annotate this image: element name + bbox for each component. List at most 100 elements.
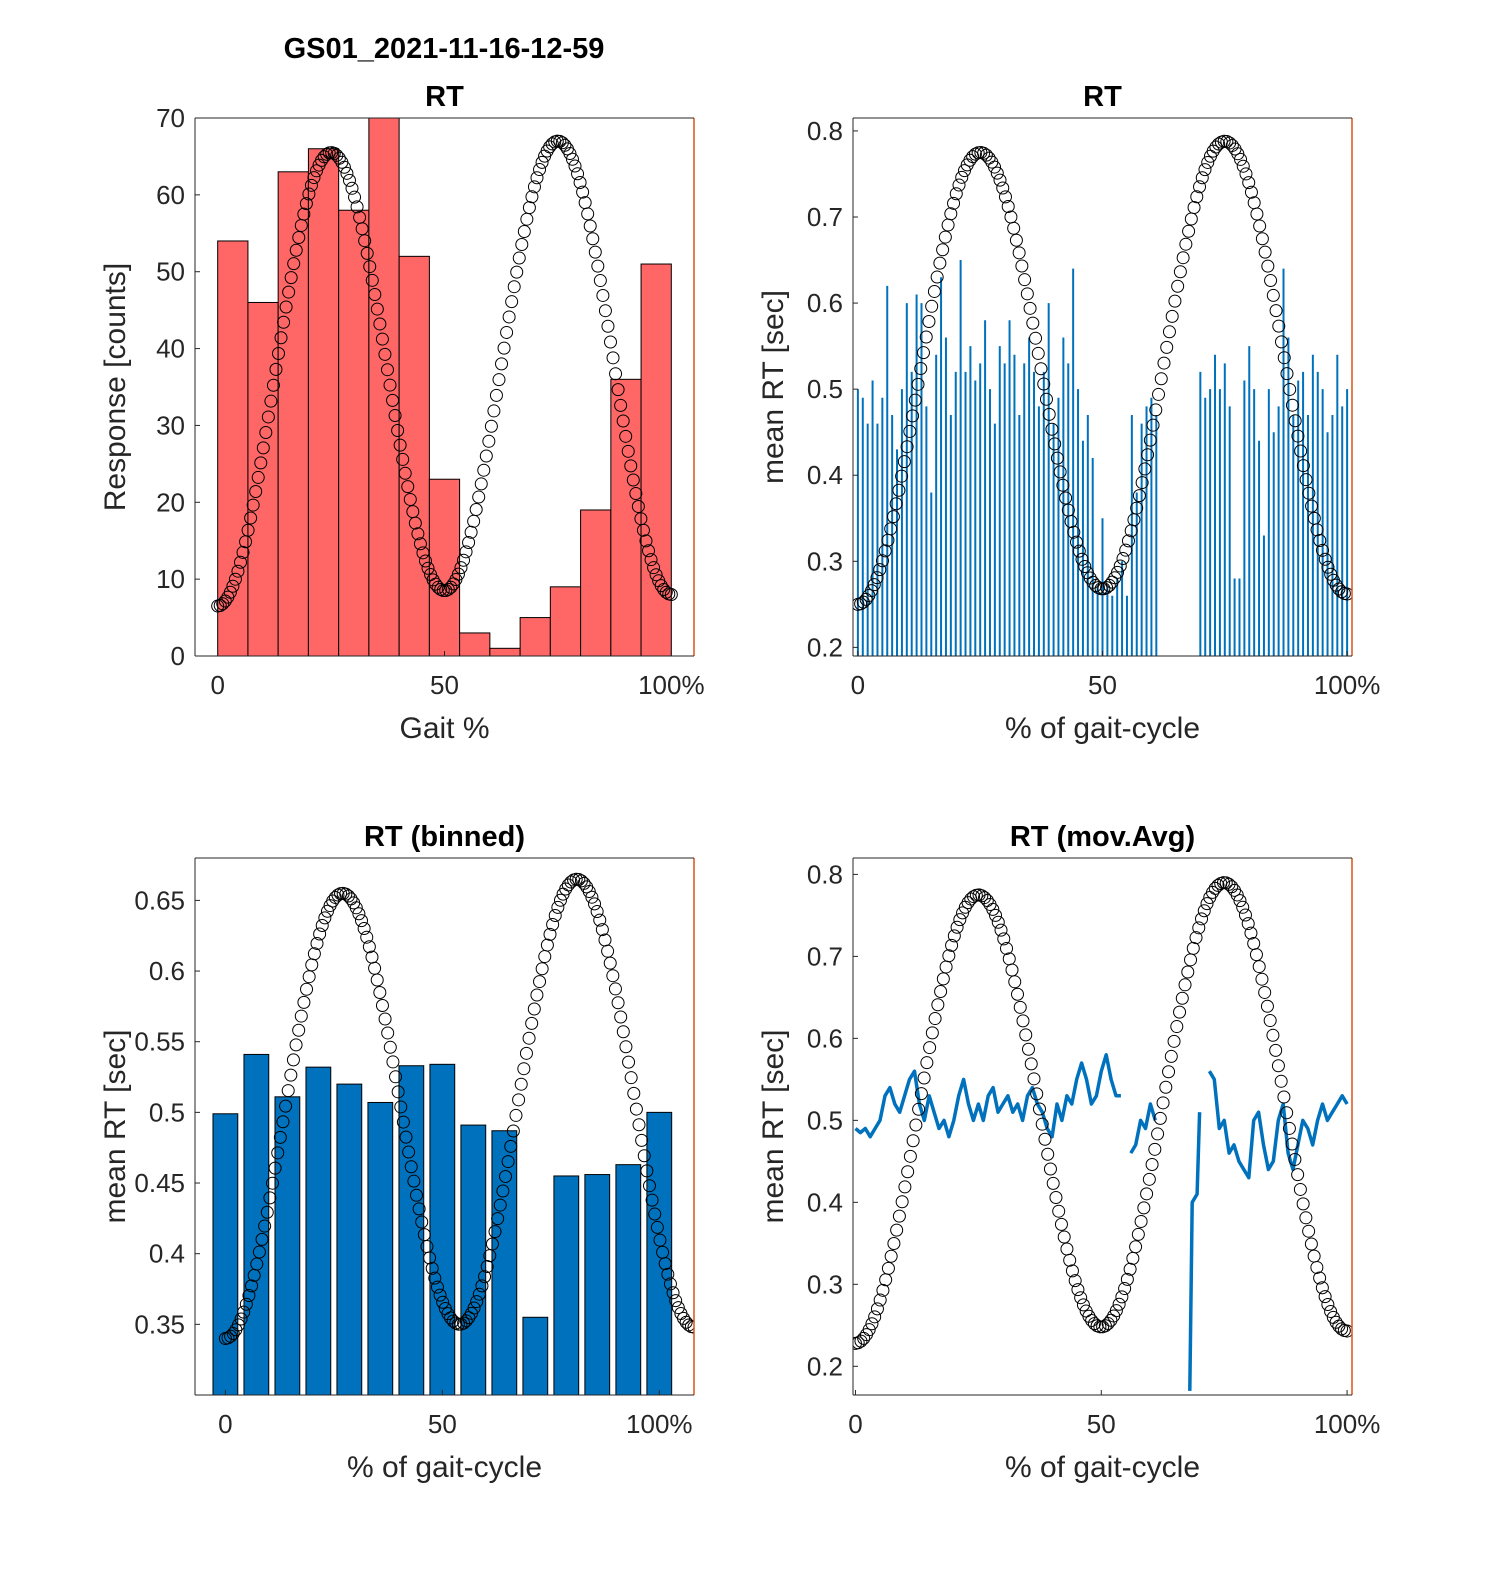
overlay-marker xyxy=(645,1193,659,1207)
overlay-marker xyxy=(919,330,933,344)
overlay-marker xyxy=(1016,1014,1030,1028)
overlay-marker xyxy=(593,913,607,927)
overlay-marker xyxy=(1027,1072,1041,1086)
overlay-marker xyxy=(1035,1117,1049,1131)
overlay-marker xyxy=(416,546,430,560)
overlay-marker xyxy=(239,1297,253,1311)
overlay-marker xyxy=(423,1251,437,1265)
overlay-marker xyxy=(402,1145,416,1159)
overlay-marker xyxy=(362,940,376,954)
overlay-marker xyxy=(259,426,273,440)
overlay-marker xyxy=(1269,1043,1283,1057)
overlay-marker xyxy=(363,260,377,274)
overlay-marker xyxy=(396,452,410,466)
overlay-marker xyxy=(497,341,511,355)
overlay-marker xyxy=(413,537,427,551)
overlay-marker xyxy=(942,949,956,963)
overlay-marker xyxy=(1255,972,1269,986)
overlay-marker xyxy=(1187,200,1201,214)
overlay-marker xyxy=(489,388,503,402)
chart-panel-rt-moving-average: 0.2 0.3 0.4 0.5 0.6 0.7 0.8 0 50 100% RT (mov.Avg)… xyxy=(757,821,1380,1484)
x-tick-label: 50 xyxy=(1088,670,1117,700)
overlay-marker xyxy=(370,302,384,316)
overlay-marker xyxy=(551,900,565,914)
y-tick-label: 70 xyxy=(156,103,185,133)
y-tick-label: 0.5 xyxy=(807,374,843,404)
overlay-marker xyxy=(1113,559,1127,573)
overlay-marker xyxy=(339,887,353,901)
overlay-marker xyxy=(459,1314,473,1328)
overlay-marker xyxy=(944,207,958,221)
overlay-marker xyxy=(274,331,288,345)
overlay-marker xyxy=(517,225,531,239)
overlay-marker xyxy=(281,1084,295,1098)
overlay-marker xyxy=(900,440,914,454)
overlay-marker xyxy=(1038,1132,1052,1146)
overlay-marker xyxy=(425,1261,439,1275)
histogram-bar xyxy=(338,209,370,656)
overlay-marker xyxy=(261,410,275,424)
overlay-marker xyxy=(1056,478,1070,492)
overlay-marker xyxy=(968,147,982,161)
binned-bar xyxy=(646,1111,673,1395)
overlay-marker xyxy=(1288,414,1302,428)
histogram-bar xyxy=(307,148,340,656)
histogram-bar xyxy=(489,647,521,656)
overlay-marker xyxy=(654,579,668,593)
overlay-marker xyxy=(639,534,653,548)
overlay-marker xyxy=(320,147,334,161)
chart-title: RT (mov.Avg) xyxy=(1010,821,1195,853)
overlay-marker xyxy=(931,998,945,1012)
overlay-marker xyxy=(601,319,615,333)
y-tick-label: 50 xyxy=(156,257,185,287)
overlay-marker xyxy=(1149,403,1163,417)
y-tick-label: 0.5 xyxy=(149,1097,185,1127)
x-tick-label: 100% xyxy=(638,670,705,700)
y-tick-label: 0.8 xyxy=(807,859,843,889)
overlay-marker xyxy=(341,889,355,903)
overlay-marker xyxy=(472,490,486,504)
y-axis-label: mean RT [sec] xyxy=(757,290,790,484)
overlay-marker xyxy=(370,973,384,987)
overlay-marker xyxy=(430,1280,444,1294)
overlay-marker xyxy=(231,1318,245,1332)
x-tick-label: 100% xyxy=(1314,670,1381,700)
overlay-marker xyxy=(616,414,630,428)
y-tick-label: 0.6 xyxy=(807,1023,843,1053)
x-tick-label: 100% xyxy=(626,1409,693,1439)
overlay-marker xyxy=(310,936,324,950)
overlay-marker xyxy=(1049,1191,1063,1205)
overlay-marker xyxy=(399,1130,413,1144)
overlay-marker xyxy=(624,459,638,473)
overlay-marker xyxy=(671,1301,685,1315)
overlay-marker xyxy=(1230,888,1244,902)
overlay-marker xyxy=(947,196,961,210)
overlay-marker xyxy=(1118,1282,1132,1296)
overlay-marker xyxy=(947,929,961,943)
overlay-marker xyxy=(1115,1290,1129,1304)
overlay-marker xyxy=(233,555,247,569)
overlay-marker xyxy=(477,463,491,477)
overlay-marker xyxy=(505,295,519,309)
overlay-marker xyxy=(1021,1042,1035,1056)
overlay-marker xyxy=(1258,985,1272,999)
overlay-marker xyxy=(1141,448,1155,462)
overlay-marker xyxy=(1340,1324,1352,1338)
overlay-marker xyxy=(469,503,483,517)
histogram-bar xyxy=(398,255,430,656)
overlay-marker xyxy=(213,598,227,612)
binned-bar xyxy=(615,1164,642,1395)
overlay-marker xyxy=(933,256,947,270)
overlay-marker xyxy=(349,901,363,915)
overlay-marker xyxy=(292,231,306,245)
overlay-marker xyxy=(636,523,650,537)
overlay-marker xyxy=(273,1130,287,1144)
overlay-marker xyxy=(1071,1283,1085,1297)
overlay-marker xyxy=(1072,544,1086,558)
overlay-marker xyxy=(429,577,443,591)
overlay-marker xyxy=(952,178,966,192)
overlay-marker xyxy=(1231,147,1245,161)
overlay-marker xyxy=(1067,525,1081,539)
overlay-marker xyxy=(436,584,450,598)
overlay-marker xyxy=(622,1055,636,1069)
